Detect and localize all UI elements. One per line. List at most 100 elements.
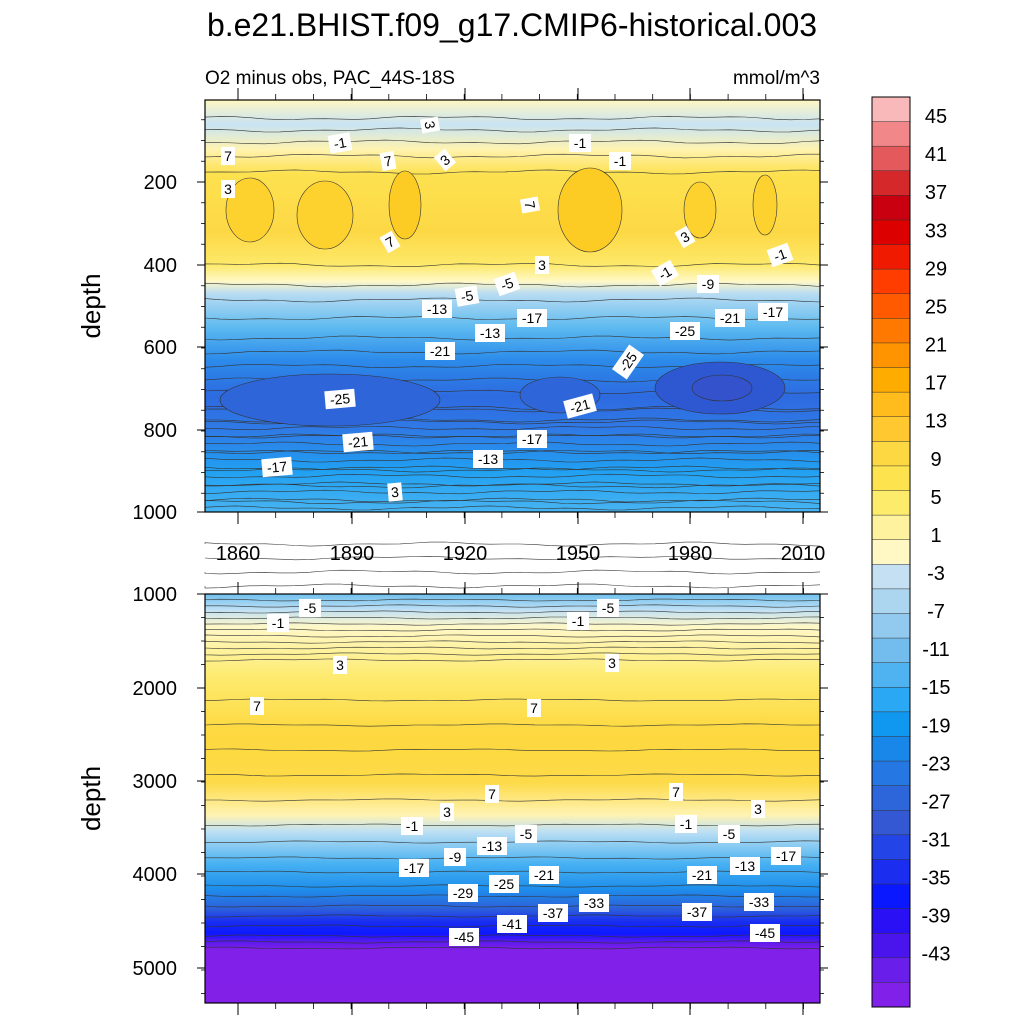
contour-label: 7 — [669, 783, 683, 801]
contour-label-text: 3 — [754, 801, 762, 817]
contour-label: 3 — [419, 116, 441, 134]
colorbar-swatch — [872, 244, 910, 270]
contour-label-box — [650, 259, 680, 287]
contour-label-box — [771, 847, 801, 865]
colorbar-swatch — [872, 613, 910, 639]
contour-line — [204, 904, 821, 908]
contour-label: -13 — [422, 300, 452, 318]
contour-line — [204, 481, 821, 487]
contour-label: -13 — [473, 450, 503, 468]
contour-label-text: 3 — [224, 181, 232, 197]
contour-line — [204, 483, 821, 489]
contour-label-text: -1 — [771, 245, 788, 264]
contour-label-box — [750, 924, 780, 942]
contour-label-box — [433, 148, 457, 172]
contour-label-box — [697, 275, 719, 293]
contour-line — [204, 628, 821, 632]
contour-label-text: -21 — [568, 396, 592, 417]
contour-line — [204, 604, 821, 608]
contour-label-text: -45 — [454, 929, 474, 945]
bottom-panel-contour-labels: -5 -1 -1 -5 3 3 7 7 7 7 3 3 -1 -1 -5 -5 -13 -9 -17 -17 -13 -2… — [250, 599, 801, 946]
contour-label-box — [448, 884, 478, 902]
contour-label: -29 — [448, 884, 478, 902]
colorbar-tick-label: -23 — [922, 753, 951, 775]
contour-label-box — [744, 893, 774, 911]
contour-label-box — [758, 303, 788, 321]
y-tick-label: 600 — [144, 337, 177, 359]
colorbar-tick-label: 25 — [925, 297, 947, 319]
contour-label-text: -1 — [332, 134, 347, 152]
contour-line — [204, 652, 821, 656]
contour-label: -5 — [299, 599, 321, 617]
contour-label-box — [609, 152, 631, 170]
contour-line — [204, 583, 821, 589]
contour-label-box — [299, 599, 321, 617]
colorbar-tick-label: 17 — [925, 373, 947, 395]
contour-label: 3 — [440, 803, 454, 821]
contour-label-box — [473, 450, 503, 468]
colorbar-swatch — [872, 908, 910, 934]
contour-label: -25 — [670, 322, 700, 340]
contour-line — [204, 473, 821, 479]
contour-label-box — [730, 857, 760, 875]
contour-label: 3 — [535, 256, 549, 274]
colorbar-frame — [871, 96, 911, 1008]
contour-line — [204, 856, 821, 860]
colorbar: 45 41 37 33 29 25 21 17 13 9 5 1 -3 -7 -11 -15 -19 -23 -27… — [871, 96, 951, 1008]
contour-line — [204, 622, 821, 626]
y-tick-label: 1000 — [133, 502, 178, 524]
contour-label-box — [379, 230, 401, 254]
contour-label-text: -17 — [776, 848, 796, 864]
contour-label: -37 — [538, 904, 568, 922]
colorbar-swatch — [872, 810, 910, 836]
contour-label: -1 — [401, 817, 423, 835]
contour-label: 7 — [250, 697, 264, 715]
contour-label-box — [519, 196, 541, 214]
contour-line — [204, 934, 821, 938]
contour-label-text: -5 — [498, 274, 515, 293]
colorbar-swatch — [872, 834, 910, 860]
contour-label-box — [477, 837, 507, 855]
contour-label-box — [221, 180, 235, 198]
contour-label: -13 — [475, 324, 505, 342]
y-tick-label: 4000 — [133, 864, 178, 886]
colorbar-swatch — [872, 687, 910, 713]
y-tick-label: 1000 — [133, 584, 178, 606]
contour-line — [204, 634, 821, 638]
colorbar-swatch — [872, 933, 910, 959]
contour-label: -17 — [261, 456, 293, 478]
colorbar-tick-label: 21 — [925, 335, 947, 357]
contour-label-text: -1 — [406, 818, 419, 834]
contour-label-text: -21 — [692, 867, 712, 883]
contour-label-text: -21 — [720, 310, 740, 326]
y-axis-label: depth — [76, 766, 106, 831]
colorbar-tick-label: -11 — [922, 639, 949, 661]
contour-label: 3 — [433, 148, 457, 172]
colorbar-swatch — [872, 97, 910, 122]
x-tick-label: 1920 — [443, 543, 488, 565]
contour-label: -21 — [425, 342, 455, 360]
contour-label-box — [579, 894, 609, 912]
contour-label-box — [221, 147, 235, 165]
contour-label: 3 — [387, 482, 403, 502]
contour-line — [204, 297, 821, 303]
contour-label-text: 3 — [538, 257, 546, 273]
y-tick-label: 2000 — [133, 678, 178, 700]
y-axis-label: depth — [76, 273, 106, 338]
y-tick-label: 5000 — [133, 958, 178, 980]
colorbar-tick-label: -15 — [922, 677, 951, 699]
contour-label-box — [333, 656, 347, 674]
colorbar-swatch — [872, 195, 910, 221]
contour-label-text: -13 — [478, 451, 498, 467]
contour-label-box — [324, 388, 356, 410]
contour-label-box — [517, 309, 547, 327]
contour-label: -33 — [744, 893, 774, 911]
colorbar-tick-label: 13 — [925, 411, 947, 433]
colorbar-tick-label: -19 — [922, 715, 951, 737]
contour-label-text: -1 — [574, 135, 587, 151]
colorbar-swatch — [872, 121, 910, 147]
contour-line — [204, 489, 821, 495]
contour-label-text: -21 — [430, 343, 450, 359]
contour-label-text: -41 — [502, 916, 522, 932]
